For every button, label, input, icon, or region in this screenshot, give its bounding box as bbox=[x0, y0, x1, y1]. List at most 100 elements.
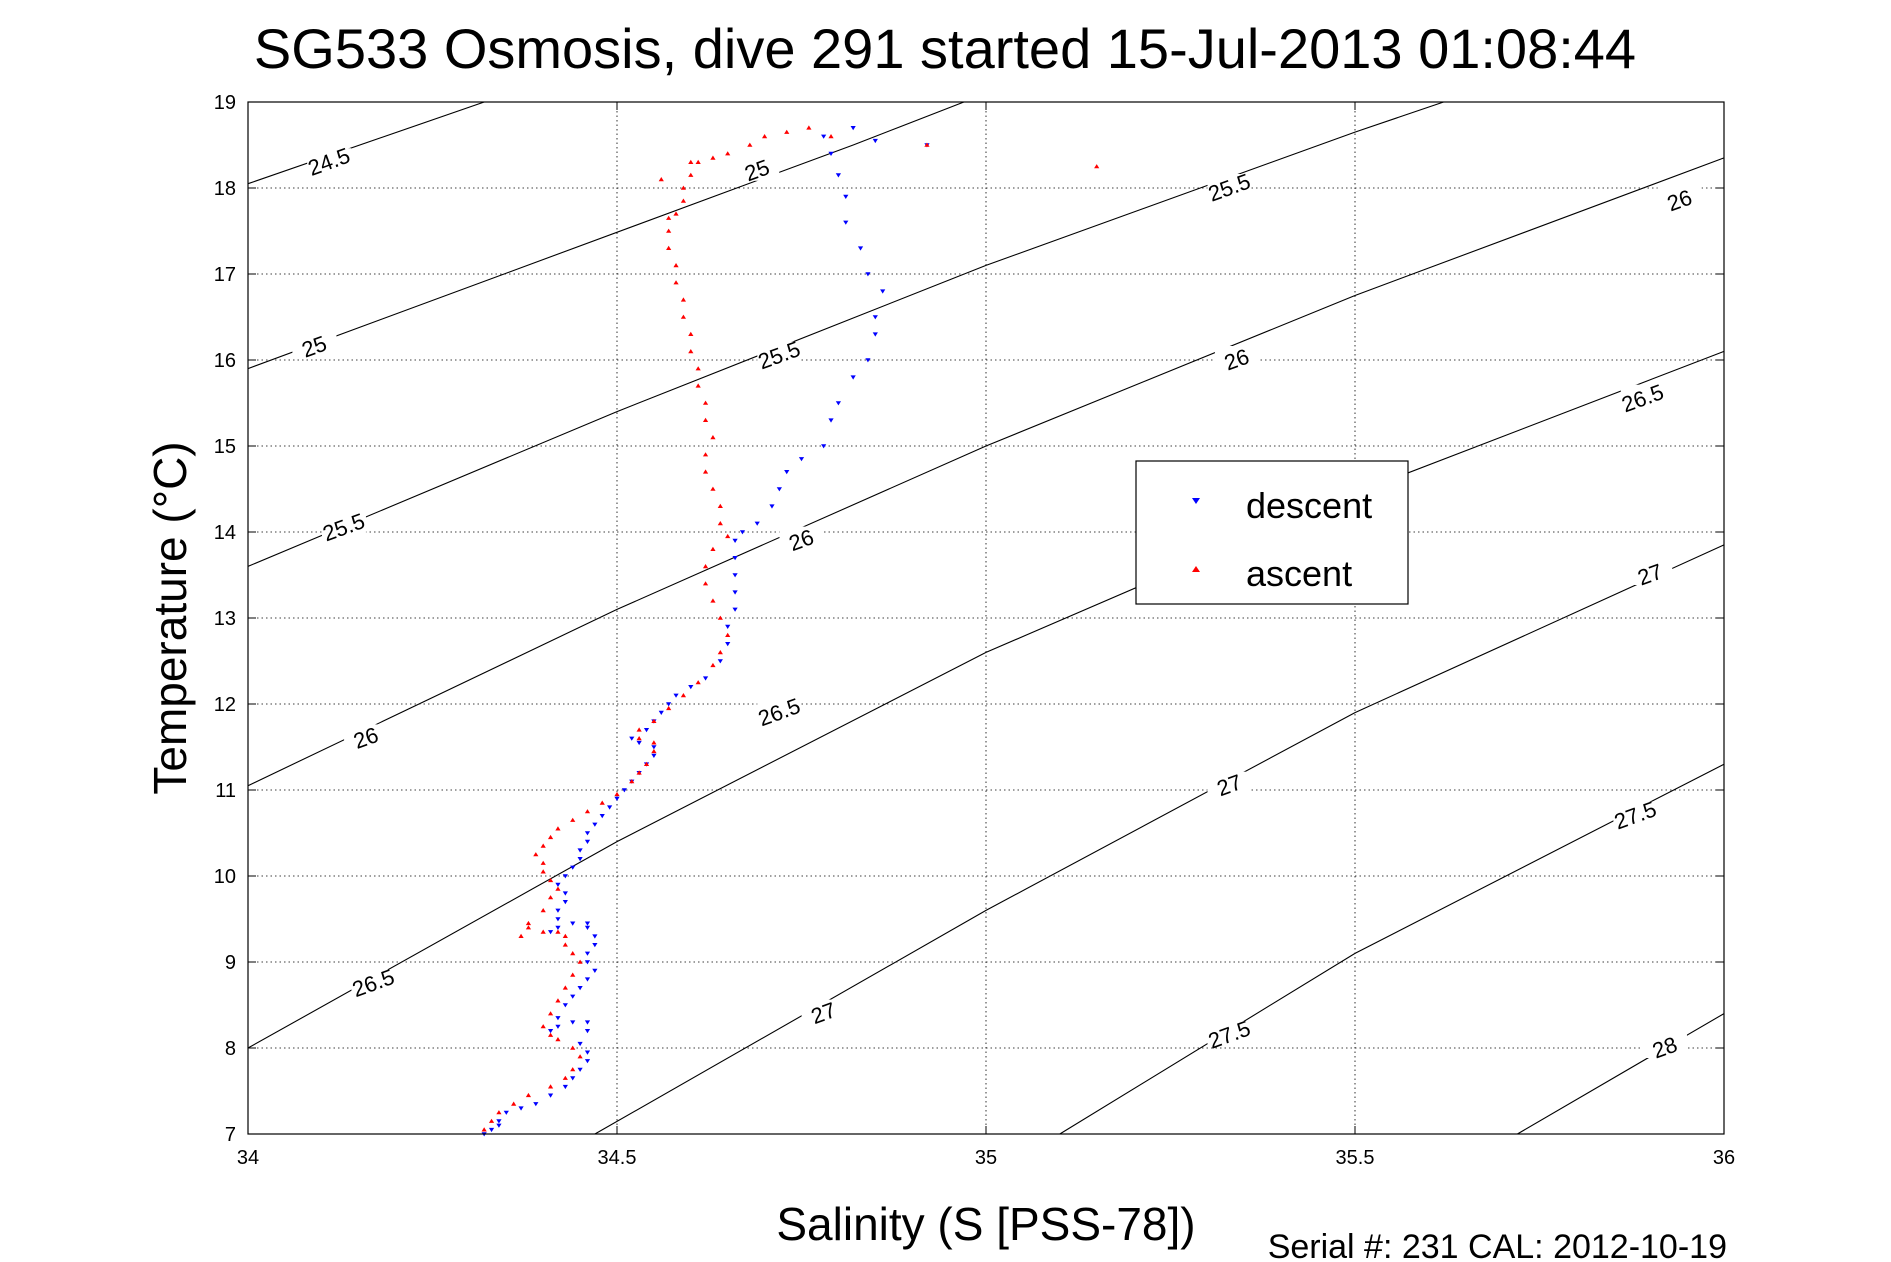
ascent-marker bbox=[710, 546, 716, 551]
ascent-marker bbox=[540, 908, 546, 913]
ascent-marker bbox=[533, 852, 539, 857]
density-contour-line bbox=[247, 157, 1725, 787]
y-tick-label: 8 bbox=[225, 1038, 236, 1060]
ascent-marker bbox=[806, 125, 812, 130]
descent-marker bbox=[547, 1029, 554, 1034]
descent-marker bbox=[872, 332, 878, 337]
descent-marker bbox=[496, 1119, 502, 1124]
descent-marker bbox=[880, 289, 886, 294]
y-tick-label: 15 bbox=[214, 436, 236, 458]
descent-marker bbox=[776, 487, 782, 492]
y-tick-label: 18 bbox=[214, 178, 236, 200]
descent-marker bbox=[496, 1123, 502, 1128]
ascent-marker bbox=[680, 185, 687, 190]
legend-descent-label: descent bbox=[1246, 485, 1372, 526]
density-contour-line bbox=[594, 544, 1725, 1135]
ascent-marker bbox=[688, 331, 694, 336]
ascent-marker bbox=[762, 134, 768, 139]
ascent-marker bbox=[570, 817, 576, 822]
descent-marker bbox=[570, 1020, 576, 1025]
descent-marker bbox=[599, 814, 605, 819]
descent-marker bbox=[592, 968, 598, 973]
contour-label-bg bbox=[757, 341, 802, 366]
ascent-marker bbox=[525, 925, 532, 930]
x-tick-label: 35 bbox=[975, 1147, 997, 1169]
descent-marker bbox=[584, 977, 591, 982]
ascent-marker bbox=[555, 1037, 561, 1042]
ascent-marker bbox=[525, 1092, 532, 1098]
descent-marker bbox=[828, 418, 834, 423]
ascent-marker bbox=[547, 1084, 554, 1089]
contour-label-bg bbox=[1207, 1021, 1252, 1046]
y-tick-label: 12 bbox=[214, 694, 236, 716]
ascent-marker bbox=[518, 933, 524, 938]
descent-marker bbox=[562, 900, 568, 905]
x-tick-label: 35.5 bbox=[1336, 1147, 1375, 1169]
ascent-marker bbox=[717, 615, 723, 620]
ascent-marker bbox=[725, 533, 731, 539]
ascent-marker bbox=[496, 1110, 502, 1115]
descent-marker bbox=[666, 702, 672, 707]
descent-marker bbox=[555, 1024, 561, 1029]
descent-marker bbox=[592, 822, 598, 827]
descent-marker bbox=[584, 1020, 591, 1025]
density-contour-line bbox=[247, 101, 1444, 567]
descent-marker bbox=[821, 444, 827, 449]
ascent-marker bbox=[688, 349, 694, 354]
ascent-marker bbox=[562, 1075, 568, 1080]
ascent-marker bbox=[747, 142, 753, 147]
contour-label-bg bbox=[1207, 771, 1252, 796]
contour-label-bg bbox=[779, 526, 824, 551]
descent-marker bbox=[865, 272, 871, 277]
ascent-marker bbox=[540, 843, 546, 848]
ascent-marker bbox=[570, 951, 576, 956]
descent-marker bbox=[769, 504, 775, 509]
descent-marker bbox=[570, 994, 576, 999]
ascent-marker bbox=[525, 920, 532, 926]
ascent-marker bbox=[710, 662, 716, 668]
ascent-marker bbox=[636, 727, 642, 732]
descent-marker bbox=[739, 530, 746, 535]
descent-marker bbox=[555, 917, 561, 922]
ascent-marker bbox=[680, 198, 687, 203]
descent-marker bbox=[621, 788, 627, 793]
ascent-marker bbox=[725, 632, 731, 637]
ascent-marker bbox=[688, 172, 694, 177]
ascent-marker bbox=[577, 959, 583, 964]
descent-marker bbox=[503, 1110, 509, 1115]
descent-marker bbox=[614, 796, 620, 801]
contour-label-bg bbox=[1628, 561, 1673, 585]
descent-marker bbox=[592, 934, 598, 939]
legend-descent-marker bbox=[1192, 498, 1200, 504]
descent-marker bbox=[629, 736, 635, 741]
legend-box bbox=[1135, 460, 1409, 605]
descent-marker bbox=[584, 1029, 591, 1034]
density-contour-line bbox=[1517, 1013, 1725, 1135]
contour-label-bg bbox=[1207, 174, 1252, 198]
descent-marker bbox=[584, 1059, 591, 1064]
x-tick-label: 34.5 bbox=[598, 1147, 637, 1169]
descent-marker bbox=[732, 590, 738, 595]
ascent-marker bbox=[688, 159, 694, 164]
descent-marker bbox=[821, 134, 827, 139]
ascent-marker bbox=[702, 417, 709, 422]
descent-marker bbox=[673, 693, 679, 698]
descent-marker bbox=[732, 538, 738, 543]
ascent-marker bbox=[540, 869, 546, 874]
ascent-marker bbox=[725, 151, 731, 156]
ascent-marker bbox=[636, 770, 642, 775]
ascent-marker bbox=[511, 1101, 517, 1106]
y-tick-label: 9 bbox=[225, 952, 236, 974]
y-axis-label: Temperature (°C) bbox=[144, 441, 196, 794]
ascent-marker bbox=[710, 486, 716, 491]
contour-label-bg bbox=[307, 148, 352, 173]
ascent-marker bbox=[1094, 164, 1100, 169]
ascent-marker bbox=[547, 877, 554, 883]
ascent-marker bbox=[702, 469, 709, 474]
descent-marker bbox=[843, 194, 849, 199]
descent-marker bbox=[555, 1016, 561, 1021]
ascent-marker bbox=[651, 718, 657, 723]
axis-ticks: 34 34.5 35 35.5 36 7 8 9 10 11 12 13 14 15 16 17 18 19 bbox=[214, 92, 1735, 1169]
density-contour-line bbox=[247, 101, 965, 370]
